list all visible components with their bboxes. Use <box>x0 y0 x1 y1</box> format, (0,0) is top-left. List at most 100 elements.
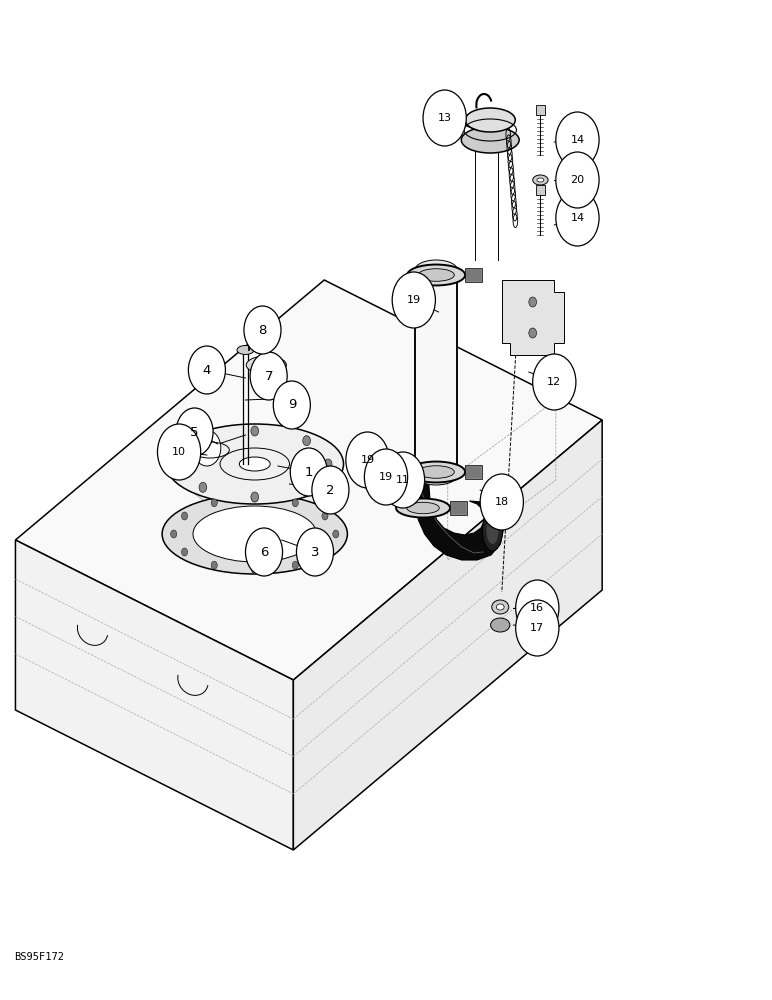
Bar <box>450 501 467 515</box>
Circle shape <box>273 381 310 429</box>
Text: 14: 14 <box>571 213 584 223</box>
Circle shape <box>556 112 599 168</box>
Circle shape <box>193 430 221 466</box>
Circle shape <box>364 449 408 505</box>
Circle shape <box>212 561 218 569</box>
Ellipse shape <box>245 326 252 330</box>
Ellipse shape <box>465 108 516 132</box>
Circle shape <box>199 436 207 446</box>
Circle shape <box>556 152 599 208</box>
Circle shape <box>556 190 599 246</box>
Text: 17: 17 <box>530 623 544 633</box>
Text: 5: 5 <box>190 426 199 438</box>
Text: 7: 7 <box>264 369 273 382</box>
Text: 19: 19 <box>361 455 374 465</box>
Ellipse shape <box>496 604 504 610</box>
Circle shape <box>529 297 537 307</box>
Text: 20: 20 <box>571 175 584 185</box>
Circle shape <box>181 512 188 520</box>
Circle shape <box>252 566 258 574</box>
Circle shape <box>516 580 559 636</box>
Text: 3: 3 <box>310 546 320 558</box>
Bar <box>415 270 457 475</box>
Bar <box>536 105 545 115</box>
Ellipse shape <box>407 502 439 514</box>
Polygon shape <box>15 280 602 680</box>
Circle shape <box>303 482 310 492</box>
Circle shape <box>188 346 225 394</box>
Bar <box>465 268 482 282</box>
Bar <box>465 465 482 479</box>
Ellipse shape <box>418 269 454 281</box>
Circle shape <box>251 492 259 502</box>
Ellipse shape <box>415 465 457 485</box>
Text: 11: 11 <box>396 475 410 485</box>
Circle shape <box>322 512 328 520</box>
Ellipse shape <box>482 509 503 551</box>
Ellipse shape <box>462 127 520 153</box>
Ellipse shape <box>415 260 457 280</box>
Circle shape <box>250 352 287 400</box>
Ellipse shape <box>246 356 286 374</box>
Text: 4: 4 <box>203 363 211 376</box>
Ellipse shape <box>537 178 543 182</box>
Polygon shape <box>415 478 503 560</box>
Text: 6: 6 <box>260 546 268 558</box>
Circle shape <box>176 408 213 456</box>
Circle shape <box>251 426 259 436</box>
Circle shape <box>157 424 201 480</box>
Ellipse shape <box>486 516 499 544</box>
Polygon shape <box>502 280 564 355</box>
Circle shape <box>480 474 523 530</box>
Circle shape <box>181 548 188 556</box>
Circle shape <box>312 466 349 514</box>
Circle shape <box>346 432 389 488</box>
Ellipse shape <box>492 600 509 614</box>
Text: 19: 19 <box>379 472 393 482</box>
Polygon shape <box>293 420 602 850</box>
Ellipse shape <box>189 445 344 515</box>
Circle shape <box>392 272 435 328</box>
Text: 8: 8 <box>259 324 266 336</box>
Circle shape <box>171 530 177 538</box>
Circle shape <box>212 499 218 507</box>
Ellipse shape <box>239 457 270 471</box>
Circle shape <box>303 436 310 446</box>
Text: 12: 12 <box>547 377 561 387</box>
Ellipse shape <box>408 462 465 482</box>
Ellipse shape <box>237 346 254 355</box>
Circle shape <box>244 306 281 354</box>
Text: BS95F172: BS95F172 <box>14 952 64 962</box>
Circle shape <box>423 90 466 146</box>
Circle shape <box>292 499 299 507</box>
Bar <box>536 185 545 195</box>
Ellipse shape <box>396 498 450 518</box>
Ellipse shape <box>491 618 510 632</box>
Text: 2: 2 <box>326 484 335 496</box>
Ellipse shape <box>418 466 454 478</box>
Circle shape <box>245 528 283 576</box>
Circle shape <box>199 482 207 492</box>
Text: 19: 19 <box>407 295 421 305</box>
Circle shape <box>533 354 576 410</box>
Circle shape <box>324 459 332 469</box>
Polygon shape <box>15 540 293 850</box>
Text: 18: 18 <box>495 497 509 507</box>
Ellipse shape <box>408 265 465 285</box>
Text: 16: 16 <box>530 603 544 613</box>
Ellipse shape <box>193 506 317 562</box>
Circle shape <box>322 548 328 556</box>
Ellipse shape <box>294 393 308 403</box>
Circle shape <box>290 448 327 496</box>
Text: 10: 10 <box>172 447 186 457</box>
Ellipse shape <box>162 494 347 574</box>
Text: 13: 13 <box>438 113 452 123</box>
Circle shape <box>296 528 334 576</box>
Circle shape <box>529 328 537 338</box>
Text: 9: 9 <box>288 398 296 412</box>
Circle shape <box>178 459 185 469</box>
Circle shape <box>516 600 559 656</box>
Circle shape <box>292 561 299 569</box>
Ellipse shape <box>533 175 548 185</box>
Text: 14: 14 <box>571 135 584 145</box>
